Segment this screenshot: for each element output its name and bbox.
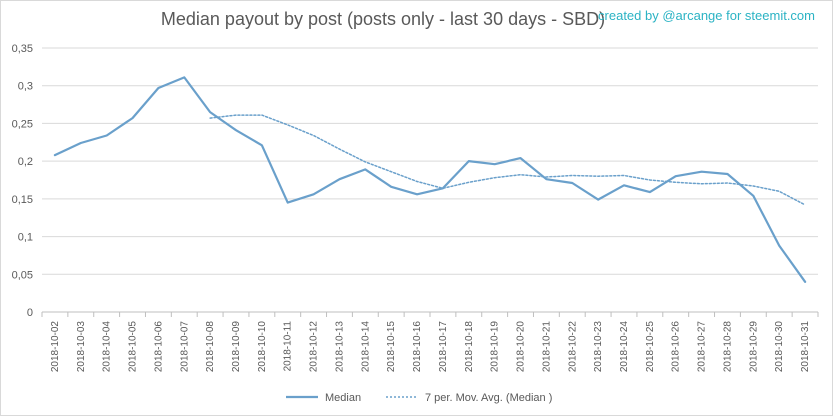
x-tick-label: 2018-10-27 [697, 321, 708, 373]
x-tick-label: 2018-10-31 [800, 321, 811, 373]
chart-title: Median payout by post (posts only - last… [161, 9, 605, 29]
x-tick-label: 2018-10-22 [567, 321, 578, 373]
x-tick-label: 2018-10-16 [412, 321, 423, 373]
series-line-moving-average [209, 114, 806, 206]
x-tick-label: 2018-10-15 [386, 321, 397, 373]
x-tick-label: 2018-10-18 [464, 321, 475, 373]
y-tick-label: 0,1 [18, 232, 33, 244]
chart-credit: created by @arcange for steemit.com [598, 8, 815, 23]
x-tick-label: 2018-10-28 [722, 321, 733, 373]
x-tick-label: 2018-10-07 [179, 321, 190, 373]
x-tick-label: 2018-10-29 [748, 321, 759, 373]
grid-layer [41, 47, 819, 317]
x-tick-label: 2018-10-13 [334, 321, 345, 373]
y-axis-ticks: 0 0,05 0,1 0,15 0,2 0,25 0,3 0,35 [12, 43, 33, 319]
x-tick-label: 2018-10-11 [283, 321, 294, 372]
y-tick-label: 0,25 [12, 118, 33, 130]
x-tick-label: 2018-10-02 [50, 321, 61, 373]
x-tick-label: 2018-10-09 [231, 321, 242, 373]
x-tick-label: 2018-10-10 [257, 321, 268, 373]
x-tick-label: 2018-10-30 [774, 321, 785, 373]
y-tick-label: 0,2 [18, 156, 33, 168]
x-axis-ticks: 2018-10-02 2018-10-03 2018-10-04 2018-10-05… [50, 321, 811, 373]
x-tick-label: 2018-10-26 [671, 321, 682, 373]
x-tick-label: 2018-10-23 [593, 321, 604, 373]
legend: Median 7 per. Mov. Avg. (Median ) [286, 392, 552, 404]
x-tick-label: 2018-10-08 [205, 321, 216, 373]
legend-label-median: Median [325, 392, 361, 404]
y-tick-label: 0,15 [12, 194, 33, 206]
x-tick-label: 2018-10-14 [360, 321, 371, 373]
series-layer [53, 76, 807, 283]
y-tick-label: 0,3 [18, 81, 33, 93]
x-tick-label: 2018-10-06 [153, 321, 164, 373]
x-tick-label: 2018-10-05 [128, 321, 139, 373]
x-tick-label: 2018-10-12 [309, 321, 320, 373]
x-tick-label: 2018-10-19 [490, 321, 501, 373]
x-tick-label: 2018-10-17 [438, 321, 449, 373]
x-tick-label: 2018-10-03 [76, 321, 87, 373]
y-tick-label: 0,35 [12, 43, 33, 55]
x-tick-label: 2018-10-25 [645, 321, 656, 373]
legend-label-moving-average: 7 per. Mov. Avg. (Median ) [425, 392, 552, 404]
x-tick-label: 2018-10-20 [516, 321, 527, 373]
x-tick-label: 2018-10-04 [102, 321, 113, 373]
y-tick-label: 0 [27, 307, 33, 319]
x-tick-label: 2018-10-24 [619, 321, 630, 373]
series-line-median [53, 76, 807, 283]
y-tick-label: 0,05 [12, 269, 33, 281]
x-tick-label: 2018-10-21 [541, 321, 552, 373]
